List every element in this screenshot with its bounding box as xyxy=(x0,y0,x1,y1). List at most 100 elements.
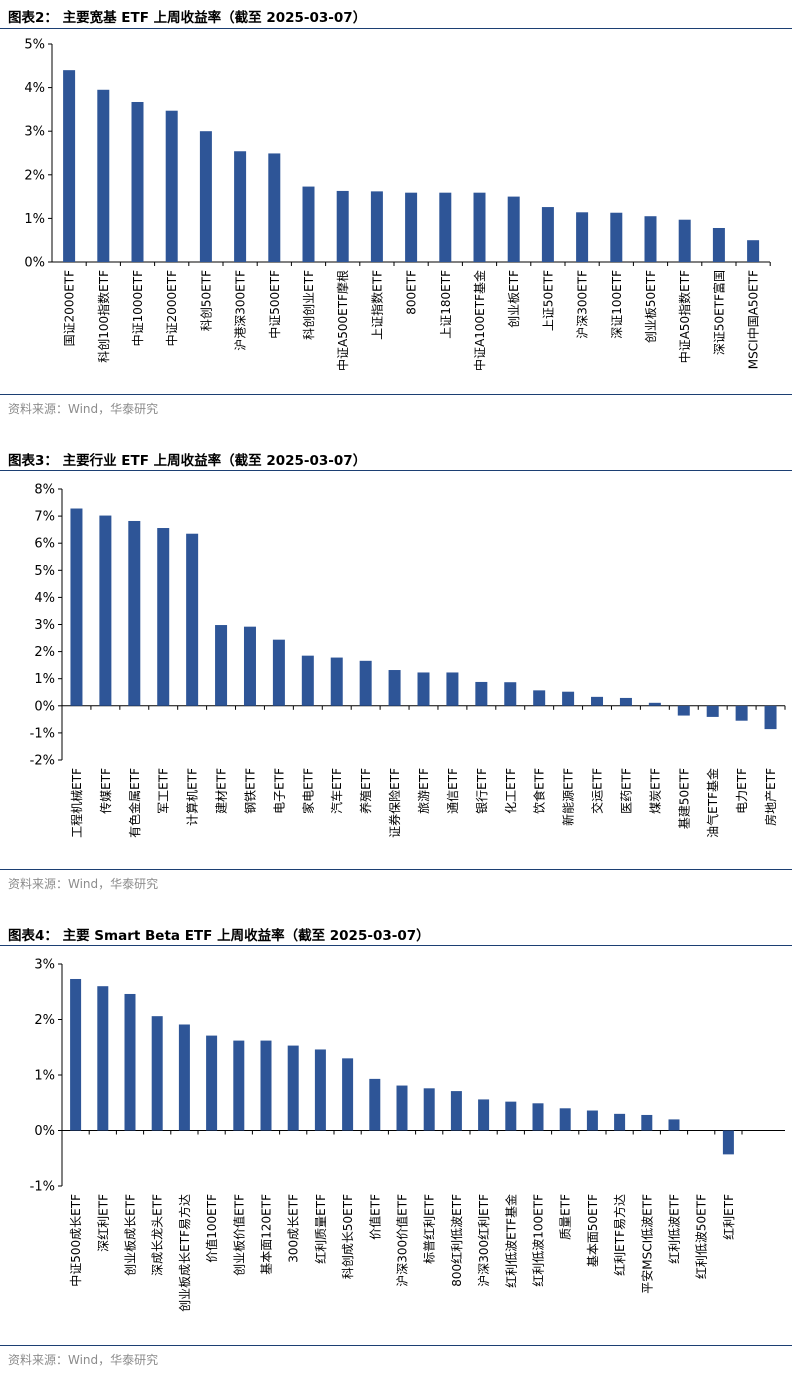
x-tick-label: 创业板价值ETF xyxy=(231,1194,246,1276)
bar xyxy=(764,705,777,730)
y-tick-label: 8% xyxy=(34,483,55,498)
bar xyxy=(359,660,372,706)
x-tick-label: 红利低波50ETF xyxy=(694,1194,709,1279)
x-tick-label: 电子ETF xyxy=(272,768,286,814)
x-tick-label: 油气ETF基金 xyxy=(705,768,720,838)
bar xyxy=(302,186,315,262)
bar xyxy=(610,212,623,262)
bar xyxy=(301,655,314,706)
bar xyxy=(186,533,199,706)
bar xyxy=(504,682,517,706)
bar xyxy=(99,515,112,706)
y-tick-label: 3% xyxy=(34,958,55,973)
source-note-3: 资料来源：Wind，华泰研究 xyxy=(8,877,159,891)
bar xyxy=(260,1040,272,1131)
bar xyxy=(124,993,136,1131)
bar xyxy=(268,153,281,262)
bar xyxy=(131,101,144,262)
bar xyxy=(151,1016,163,1131)
x-tick-label: 价值100ETF xyxy=(204,1194,219,1263)
bar xyxy=(678,219,691,262)
bar xyxy=(712,227,725,262)
bar xyxy=(199,131,212,262)
x-tick-label: 深成长龙头ETF xyxy=(151,1194,165,1276)
bar xyxy=(70,508,83,706)
bar xyxy=(388,670,401,706)
bar xyxy=(63,70,76,262)
x-tick-label: 红利低波100ETF xyxy=(531,1194,546,1287)
y-tick-label: 1% xyxy=(24,212,45,227)
bar xyxy=(644,216,657,262)
x-tick-label: 红利ETF易方达 xyxy=(612,1194,627,1276)
bar xyxy=(478,1099,490,1131)
bar xyxy=(272,639,285,706)
x-tick-label: 养殖ETF xyxy=(358,768,373,814)
y-tick-label: 2% xyxy=(34,645,55,660)
x-tick-label: 深证50ETF富国 xyxy=(711,270,726,355)
y-tick-label: 0% xyxy=(34,699,55,714)
x-tick-label: 创业板成长ETF xyxy=(124,1194,138,1276)
x-tick-label: 军工ETF xyxy=(157,768,171,814)
smart-beta-etf-return-chart: -1% 0% 1% 2% 3% 中证500成长ETF 深红利ETF 创业板成长ETF 深成长龙头… xyxy=(30,958,785,1312)
bar xyxy=(505,1101,517,1131)
bar xyxy=(157,528,170,706)
bar xyxy=(576,212,589,262)
bar xyxy=(562,691,575,706)
bar xyxy=(473,192,486,262)
x-tick-label: 沪深300价值ETF xyxy=(395,1194,410,1287)
x-tick-label: 新能源ETF xyxy=(561,768,576,826)
bar xyxy=(215,625,228,706)
source-rule-4 xyxy=(0,1345,792,1346)
source-rule-3 xyxy=(0,869,792,870)
x-tick-label: 计算机ETF xyxy=(185,768,200,826)
x-tick-label: 中证1000ETF xyxy=(130,270,145,346)
x-tick-label: 上证180ETF xyxy=(439,270,453,339)
x-tick-label: 证券保险ETF xyxy=(387,768,402,838)
bar xyxy=(533,690,546,706)
bar xyxy=(586,1110,598,1131)
bar xyxy=(722,1130,734,1155)
bar xyxy=(735,705,748,721)
x-tick-label: 建材ETF xyxy=(215,768,229,814)
x-tick-label: MSCI中国A50ETF xyxy=(746,270,761,369)
x-tick-label: 红利ETF xyxy=(721,1194,736,1240)
x-tick-label: 创业板ETF xyxy=(507,270,521,328)
bar xyxy=(178,1024,190,1131)
y-tick-label: 4% xyxy=(24,81,45,96)
bar xyxy=(641,1114,653,1131)
figure-title-4: 图表4： 主要 Smart Beta ETF 上周收益率（截至 2025-03-… xyxy=(8,928,430,944)
x-tick-label: 上证50ETF xyxy=(541,270,555,331)
source-note-2: 资料来源：Wind，华泰研究 xyxy=(8,402,159,416)
x-tick-label: 银行ETF xyxy=(475,768,489,814)
title-rule-2 xyxy=(0,28,792,29)
x-tick-label: 钢铁ETF xyxy=(243,768,257,814)
x-tick-label: 煤炭ETF xyxy=(648,768,662,814)
x-tick-label: 家电ETF xyxy=(300,768,315,814)
bar xyxy=(336,190,349,262)
bar xyxy=(128,520,141,706)
y-tick-label: 7% xyxy=(34,510,55,525)
x-tick-label: 创业板成长ETF易方达 xyxy=(177,1194,192,1312)
title-rule-4 xyxy=(0,945,792,946)
x-tick-label: 化工ETF xyxy=(504,768,518,814)
bar xyxy=(234,151,247,262)
bar xyxy=(314,1049,326,1131)
y-tick-label: 4% xyxy=(34,591,55,606)
y-tick-label: 0% xyxy=(34,1124,55,1139)
y-tick-label: -1% xyxy=(30,1180,55,1195)
industry-etf-return-chart: -2% -1% 0% 1% 2% 3% 4% 5% 6% 7% 8% 工程机械ETF 传媒ETF 有色金属… xyxy=(30,483,786,838)
x-tick-label: 中证A100ETF基金 xyxy=(472,270,487,371)
x-tick-label: 电力ETF xyxy=(735,768,749,814)
bar xyxy=(446,672,459,706)
x-tick-label: 红利低波ETF基金 xyxy=(503,1194,518,1288)
bar xyxy=(475,681,488,706)
x-tick-label: 标普红利ETF xyxy=(422,1194,437,1264)
x-tick-label: 中证500ETF xyxy=(267,270,282,339)
x-tick-label: 平安MSCI低波ETF xyxy=(639,1194,654,1294)
x-tick-label: 传媒ETF xyxy=(98,768,113,814)
x-tick-label: 基本面120ETF xyxy=(260,1194,274,1275)
bar xyxy=(97,986,109,1131)
x-tick-label: 价值ETF xyxy=(367,1194,382,1240)
bar xyxy=(417,672,430,706)
y-tick-label: 0% xyxy=(24,256,45,271)
